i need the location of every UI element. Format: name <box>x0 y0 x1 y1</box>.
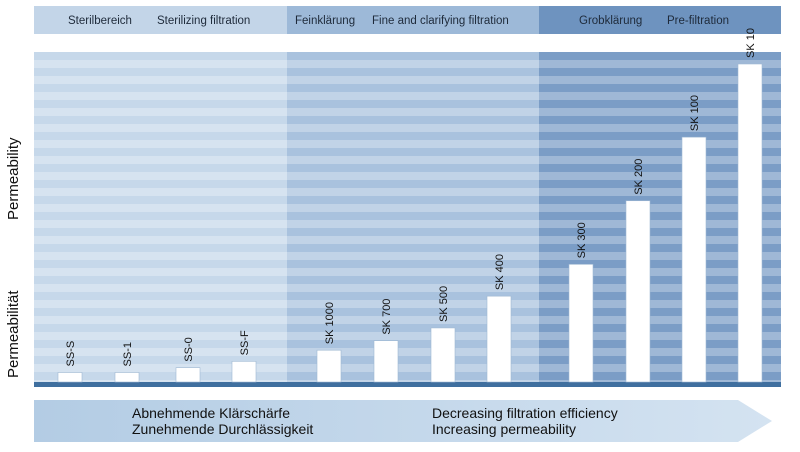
grid-stripe <box>34 348 781 356</box>
y-axis-label-de: Permeabilität <box>5 290 22 378</box>
bar-ss-0 <box>175 367 201 383</box>
bar-label-ss-f: SS-F <box>239 330 251 355</box>
bar-sk-500 <box>430 327 456 383</box>
grid-stripe <box>34 188 781 196</box>
zone-label-coarse-de: Grobklärung <box>579 15 642 27</box>
x-axis-baseline <box>34 382 781 387</box>
grid-stripe <box>34 236 781 244</box>
grid-stripe <box>34 156 781 164</box>
arrow-text-en-1: Decreasing filtration efficiency <box>432 405 618 421</box>
zone-label-sterile-en: Sterilizing filtration <box>157 15 250 27</box>
zone-label-fine-en: Fine and clarifying filtration <box>372 15 509 27</box>
grid-stripe <box>34 108 781 116</box>
grid-stripe <box>34 140 781 148</box>
bar-ss-s <box>57 372 83 383</box>
arrow-text-de-1: Abnehmende Klärschärfe <box>132 405 290 421</box>
bar-sk-400 <box>486 295 512 383</box>
zone-header-coarse <box>539 6 781 34</box>
grid-stripe <box>34 220 781 228</box>
zone-label-coarse-en: Pre-filtration <box>667 15 729 27</box>
bar-label-sk-500: SK 500 <box>438 286 450 322</box>
grid-stripe <box>34 204 781 212</box>
bar-label-sk-100: SK 100 <box>689 95 701 131</box>
bars-group <box>57 63 763 383</box>
bar-sk-300 <box>568 264 594 383</box>
bar-sk-200 <box>625 200 651 383</box>
bar-sk-700 <box>373 340 399 383</box>
bar-label-ss-1: SS-1 <box>122 342 134 366</box>
zone-header-sterile <box>34 6 287 34</box>
arrow-text-en-2: Increasing permeability <box>432 421 576 437</box>
grid-stripe <box>34 332 781 340</box>
zone-label-sterile-de: Sterilbereich <box>68 15 132 27</box>
zone-header-fine <box>287 6 539 34</box>
grid-stripe <box>34 364 781 372</box>
bar-sk-1000 <box>316 349 342 383</box>
y-axis-label-en: Permeability <box>5 137 22 220</box>
bar-label-sk-700: SK 700 <box>381 299 393 335</box>
direction-arrow <box>34 400 772 442</box>
grid-stripe <box>34 60 781 68</box>
bar-label-sk-10: SK 10 <box>745 28 757 58</box>
bar-ss-f <box>231 361 257 383</box>
bar-label-sk-400: SK 400 <box>494 254 506 290</box>
bar-label-sk-200: SK 200 <box>633 159 645 195</box>
grid-stripe <box>34 76 781 84</box>
grid-stripe <box>34 316 781 324</box>
bar-sk-100 <box>681 136 707 383</box>
grid-stripe <box>34 252 781 260</box>
zone-label-fine-de: Feinklärung <box>295 15 355 27</box>
arrow-text-de-2: Zunehmende Durchlässigkeit <box>132 421 313 437</box>
grid-stripe <box>34 124 781 132</box>
bar-label-ss-0: SS-0 <box>183 337 195 361</box>
grid-stripe <box>34 300 781 308</box>
bar-label-ss-s: SS-S <box>65 341 77 367</box>
grid-stripe <box>34 268 781 276</box>
bar-ss-1 <box>114 372 140 383</box>
zone-bg-sterile <box>34 52 287 384</box>
grid-stripes <box>34 60 781 388</box>
bar-sk-10 <box>737 63 763 383</box>
bar-label-sk-1000: SK 1000 <box>324 302 336 344</box>
bar-labels-group: SS-S SS-1 SS-0 SS-F SK 1000 SK 700 SK 500 SK 40… <box>65 28 757 366</box>
grid-stripe <box>34 172 781 180</box>
bar-label-sk-300: SK 300 <box>576 222 588 258</box>
grid-stripe <box>34 284 781 292</box>
grid-stripe <box>34 92 781 100</box>
